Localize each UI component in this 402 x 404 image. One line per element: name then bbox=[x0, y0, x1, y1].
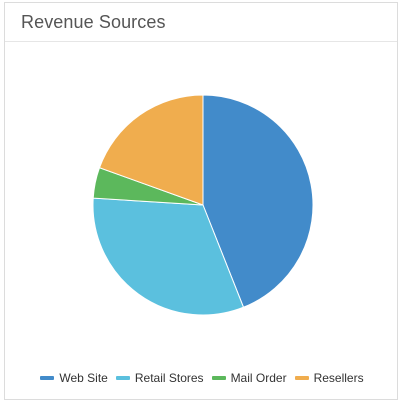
legend-label: Mail Order bbox=[230, 371, 287, 385]
legend-swatch bbox=[294, 376, 309, 380]
legend-item-retail-stores[interactable]: Retail Stores bbox=[115, 371, 204, 385]
legend-swatch bbox=[211, 376, 226, 380]
pie-slice-resellers[interactable] bbox=[98, 94, 204, 206]
pie-chart bbox=[92, 94, 314, 316]
legend-item-web-site[interactable]: Web Site bbox=[40, 371, 108, 385]
legend-item-mail-order[interactable]: Mail Order bbox=[211, 371, 287, 385]
pie-slice-web-site[interactable] bbox=[202, 94, 314, 308]
card-header: Revenue Sources bbox=[5, 3, 397, 42]
legend-label: Web Site bbox=[59, 371, 108, 385]
legend-label: Resellers bbox=[313, 371, 364, 385]
legend-item-resellers[interactable]: Resellers bbox=[294, 371, 364, 385]
chart-legend: Web Site Retail Stores Mail Order Resellers bbox=[5, 371, 399, 385]
legend-label: Retail Stores bbox=[134, 371, 204, 385]
legend-swatch bbox=[115, 376, 130, 380]
legend-swatch bbox=[40, 376, 55, 380]
card-title: Revenue Sources bbox=[21, 11, 166, 32]
pie-slices bbox=[92, 94, 314, 316]
revenue-sources-card: Revenue Sources Web Site Retail Stores Mai… bbox=[4, 2, 398, 400]
pie-slice-retail-stores[interactable] bbox=[92, 197, 245, 316]
